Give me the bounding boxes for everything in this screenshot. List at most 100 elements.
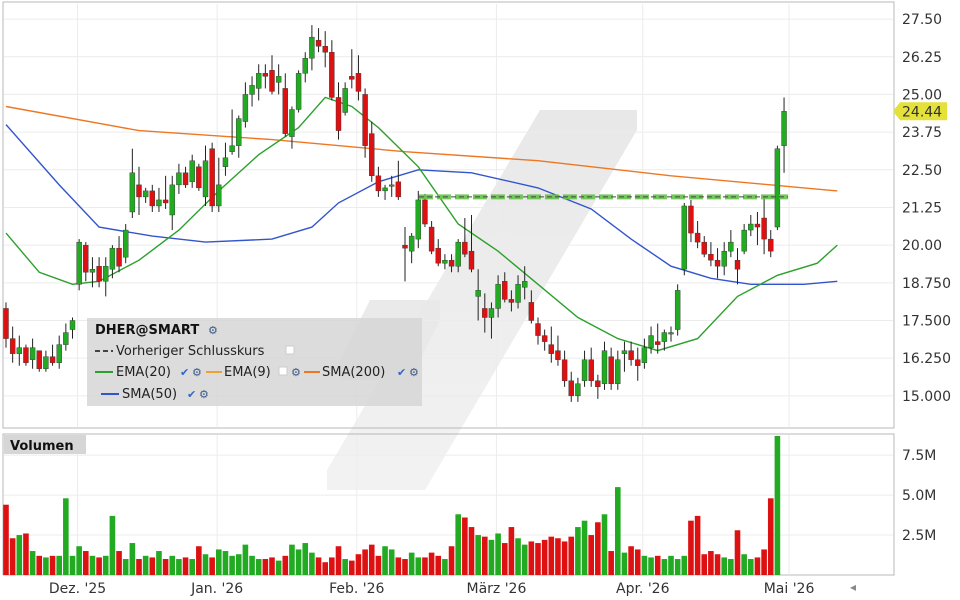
candle bbox=[136, 166, 142, 215]
candle bbox=[508, 290, 515, 312]
volume-bar bbox=[621, 552, 628, 575]
price-tick-label: 22.50 bbox=[902, 163, 942, 179]
candle bbox=[781, 97, 787, 173]
volume-bar bbox=[136, 559, 142, 575]
candle bbox=[309, 25, 315, 71]
x-axis-scroll-arrow-icon[interactable]: ◂ bbox=[850, 580, 856, 594]
candle bbox=[236, 115, 242, 158]
volume-bar bbox=[734, 530, 741, 575]
legend-prev-close-visibility-icon[interactable] bbox=[285, 345, 295, 355]
legend-ema9-gear-icon[interactable]: ⚙ bbox=[291, 366, 301, 379]
volume-bar bbox=[216, 549, 222, 575]
candle bbox=[103, 257, 109, 297]
candle-body bbox=[442, 260, 448, 264]
candle bbox=[242, 82, 249, 128]
candle bbox=[482, 293, 488, 333]
volume-bar bbox=[488, 539, 495, 575]
legend-ema20-check-icon[interactable]: ✔ bbox=[180, 366, 189, 379]
volume-bar bbox=[422, 557, 428, 575]
candle bbox=[43, 350, 49, 372]
volume-bar bbox=[63, 498, 69, 575]
candle bbox=[9, 326, 16, 363]
candle bbox=[142, 187, 149, 203]
price-tick-label: 26.25 bbox=[902, 50, 942, 66]
volume-bar bbox=[588, 535, 594, 575]
volume-bar bbox=[442, 559, 448, 575]
volume-bar bbox=[295, 549, 302, 575]
candle-body bbox=[355, 73, 362, 92]
candle-body bbox=[781, 111, 787, 146]
candle bbox=[169, 175, 175, 231]
candle-body bbox=[9, 338, 16, 354]
candle bbox=[109, 245, 116, 279]
volume-bar bbox=[475, 535, 481, 575]
candle bbox=[256, 64, 262, 101]
candle-body bbox=[222, 157, 229, 167]
candle bbox=[575, 377, 581, 402]
volume-bar bbox=[275, 560, 282, 575]
legend-sma50-gear-icon[interactable]: ⚙ bbox=[199, 388, 209, 401]
candle bbox=[768, 230, 774, 258]
candle bbox=[289, 106, 295, 149]
volume-bar bbox=[382, 546, 388, 575]
candle bbox=[196, 163, 202, 191]
x-tick-label: Feb. '26 bbox=[329, 581, 384, 597]
candle-body bbox=[249, 85, 255, 95]
candle bbox=[681, 202, 687, 276]
candle bbox=[455, 239, 461, 273]
candle-body bbox=[202, 160, 209, 198]
candle-body bbox=[422, 199, 428, 225]
candle-body bbox=[415, 199, 421, 240]
candle bbox=[182, 166, 189, 188]
volume-panel-frame bbox=[2, 433, 895, 576]
candle bbox=[355, 55, 362, 101]
volume-bar bbox=[182, 557, 189, 575]
candle-body bbox=[116, 247, 122, 267]
volume-bar bbox=[741, 554, 747, 575]
legend-sma200-gear-icon[interactable]: ⚙ bbox=[409, 366, 419, 379]
candle bbox=[668, 326, 674, 342]
candle-body bbox=[761, 217, 767, 240]
legend-title-gear-icon[interactable]: ⚙ bbox=[208, 324, 218, 337]
volume-bar bbox=[462, 517, 468, 575]
candle-body bbox=[728, 241, 734, 252]
candle bbox=[728, 230, 734, 258]
volume-bar bbox=[701, 554, 708, 575]
volume-bar bbox=[156, 551, 162, 575]
candle-body bbox=[329, 52, 335, 98]
legend-box[interactable]: DHER@SMART ⚙ Vorheriger Schlusskurs EMA(… bbox=[87, 318, 422, 406]
volume-bar bbox=[262, 559, 269, 575]
candle-body bbox=[535, 323, 541, 336]
volume-bar bbox=[142, 555, 149, 575]
volume-bar bbox=[96, 557, 102, 575]
volume-bar bbox=[375, 555, 382, 575]
candle-body bbox=[36, 350, 42, 369]
volume-bar bbox=[641, 555, 648, 575]
legend-ema20-gear-icon[interactable]: ⚙ bbox=[192, 366, 202, 379]
legend-ema9-visibility-icon[interactable] bbox=[278, 366, 288, 376]
volume-bar bbox=[76, 546, 82, 575]
candle bbox=[16, 335, 22, 366]
candle-body bbox=[176, 172, 182, 186]
candle-body bbox=[688, 205, 694, 234]
candle bbox=[335, 82, 342, 140]
candle bbox=[535, 317, 541, 345]
candle-body bbox=[741, 229, 747, 252]
price-tick-label: 18.750 bbox=[902, 276, 951, 292]
legend-sma50-check-icon[interactable]: ✔ bbox=[187, 388, 196, 401]
candle-body bbox=[256, 73, 262, 89]
legend-item-sma50: SMA(50) bbox=[122, 387, 177, 402]
candle-body bbox=[528, 302, 535, 321]
candle bbox=[595, 374, 601, 399]
volume-bar bbox=[109, 515, 116, 575]
candle-body bbox=[681, 205, 687, 270]
volume-bar bbox=[49, 555, 56, 575]
candle-body bbox=[242, 94, 249, 122]
volume-bar bbox=[767, 498, 774, 575]
legend-sma200-check-icon[interactable]: ✔ bbox=[397, 366, 406, 379]
candle-body bbox=[362, 94, 368, 146]
volume-bar bbox=[754, 557, 761, 575]
volume-bar bbox=[329, 557, 335, 575]
candle-body bbox=[103, 266, 109, 282]
candle-body bbox=[369, 133, 375, 177]
